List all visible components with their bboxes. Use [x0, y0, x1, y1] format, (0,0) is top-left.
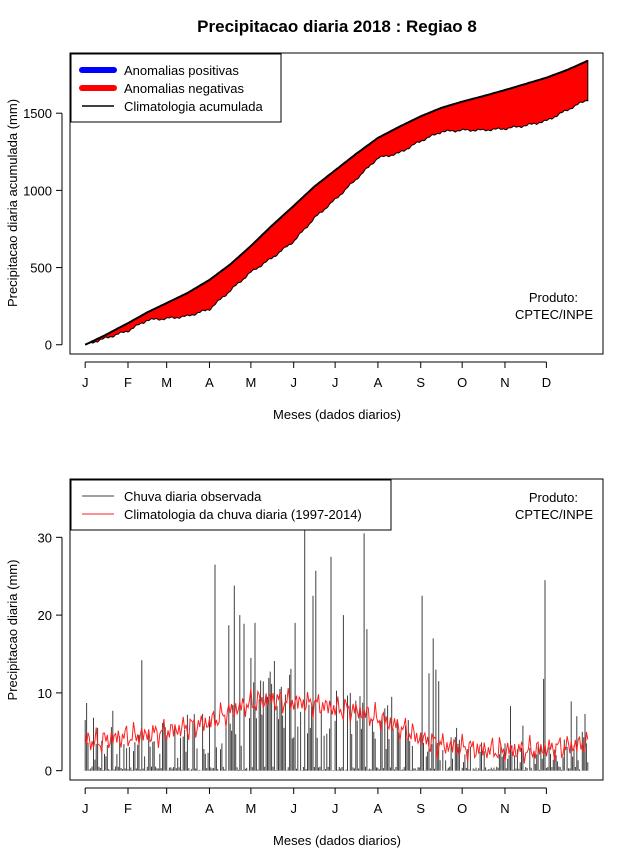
y-tick-label: 1000	[23, 183, 52, 198]
x-axis-label: Meses (dados diarios)	[273, 833, 401, 848]
x-tick-label: S	[416, 375, 425, 390]
product-source: CPTEC/INPE	[515, 507, 593, 522]
x-tick-label: N	[500, 801, 509, 816]
y-tick-label: 0	[45, 764, 52, 779]
y-tick-label: 0	[45, 338, 52, 353]
x-tick-label: J	[290, 801, 297, 816]
cumulative-chart: 0 500 1000 1500 J F M A M J J A S O N D Precipitacao d…	[5, 52, 604, 422]
x-tick-label: A	[374, 801, 383, 816]
daily-climatology-line	[84, 687, 589, 764]
x-tick-label: D	[542, 375, 551, 390]
x-tick-label: J	[290, 375, 297, 390]
x-tick-label: A	[374, 375, 383, 390]
x-tick-label: A	[205, 375, 214, 390]
x-tick-label: M	[245, 375, 256, 390]
x-tick-label: O	[457, 801, 467, 816]
product-label: Produto:	[529, 290, 578, 305]
y-tick-label: 20	[38, 608, 52, 623]
y-axis-label: Precipitacao diaria (mm)	[5, 560, 20, 701]
legend: Anomalias positivas Anomalias negativas …	[70, 53, 282, 123]
observed-bars	[84, 528, 589, 771]
legend-label-climatology: Climatologia acumulada	[124, 99, 264, 114]
product-source: CPTEC/INPE	[515, 307, 593, 322]
plot-frame	[69, 478, 604, 781]
x-tick-label: F	[124, 801, 132, 816]
x-tick-label: S	[416, 801, 425, 816]
x-tick-label: M	[161, 801, 172, 816]
page-title: Precipitacao diaria 2018 : Regiao 8	[197, 17, 477, 36]
y-axis-label: Precipitacao diaria acumulada (mm)	[5, 99, 20, 307]
y-axis: 0 10 20 30	[38, 530, 63, 779]
y-tick-label: 30	[38, 530, 52, 545]
x-tick-label: J	[332, 375, 339, 390]
y-tick-label: 10	[38, 686, 52, 701]
y-tick-label: 1500	[23, 106, 52, 121]
x-tick-label: J	[82, 375, 89, 390]
legend-label-negative: Anomalias negativas	[124, 81, 244, 96]
x-tick-label: O	[457, 375, 467, 390]
legend-label-observed: Chuva diaria observada	[124, 489, 262, 504]
climatology-cumulative-line	[84, 59, 589, 346]
x-tick-label: F	[124, 375, 132, 390]
y-axis: 0 500 1000 1500	[23, 106, 63, 353]
x-tick-label: M	[161, 375, 172, 390]
daily-chart: 0 10 20 30 J F M A M J J A S O N D Precipitacao diaria…	[5, 478, 604, 848]
x-tick-label: J	[82, 801, 89, 816]
x-tick-label: M	[245, 801, 256, 816]
legend-box	[70, 479, 392, 531]
plot-frame	[69, 52, 604, 355]
legend-label-positive: Anomalias positivas	[124, 63, 239, 78]
x-tick-label: D	[542, 801, 551, 816]
legend: Chuva diaria observada Climatologia da c…	[70, 479, 392, 531]
legend-label-daily-climatology: Climatologia da chuva diaria (1997-2014)	[124, 507, 362, 522]
x-tick-label: N	[500, 375, 509, 390]
x-tick-label: A	[205, 801, 214, 816]
product-label: Produto:	[529, 490, 578, 505]
x-tick-label: J	[332, 801, 339, 816]
y-tick-label: 500	[30, 261, 52, 276]
x-axis-label: Meses (dados diarios)	[273, 407, 401, 422]
